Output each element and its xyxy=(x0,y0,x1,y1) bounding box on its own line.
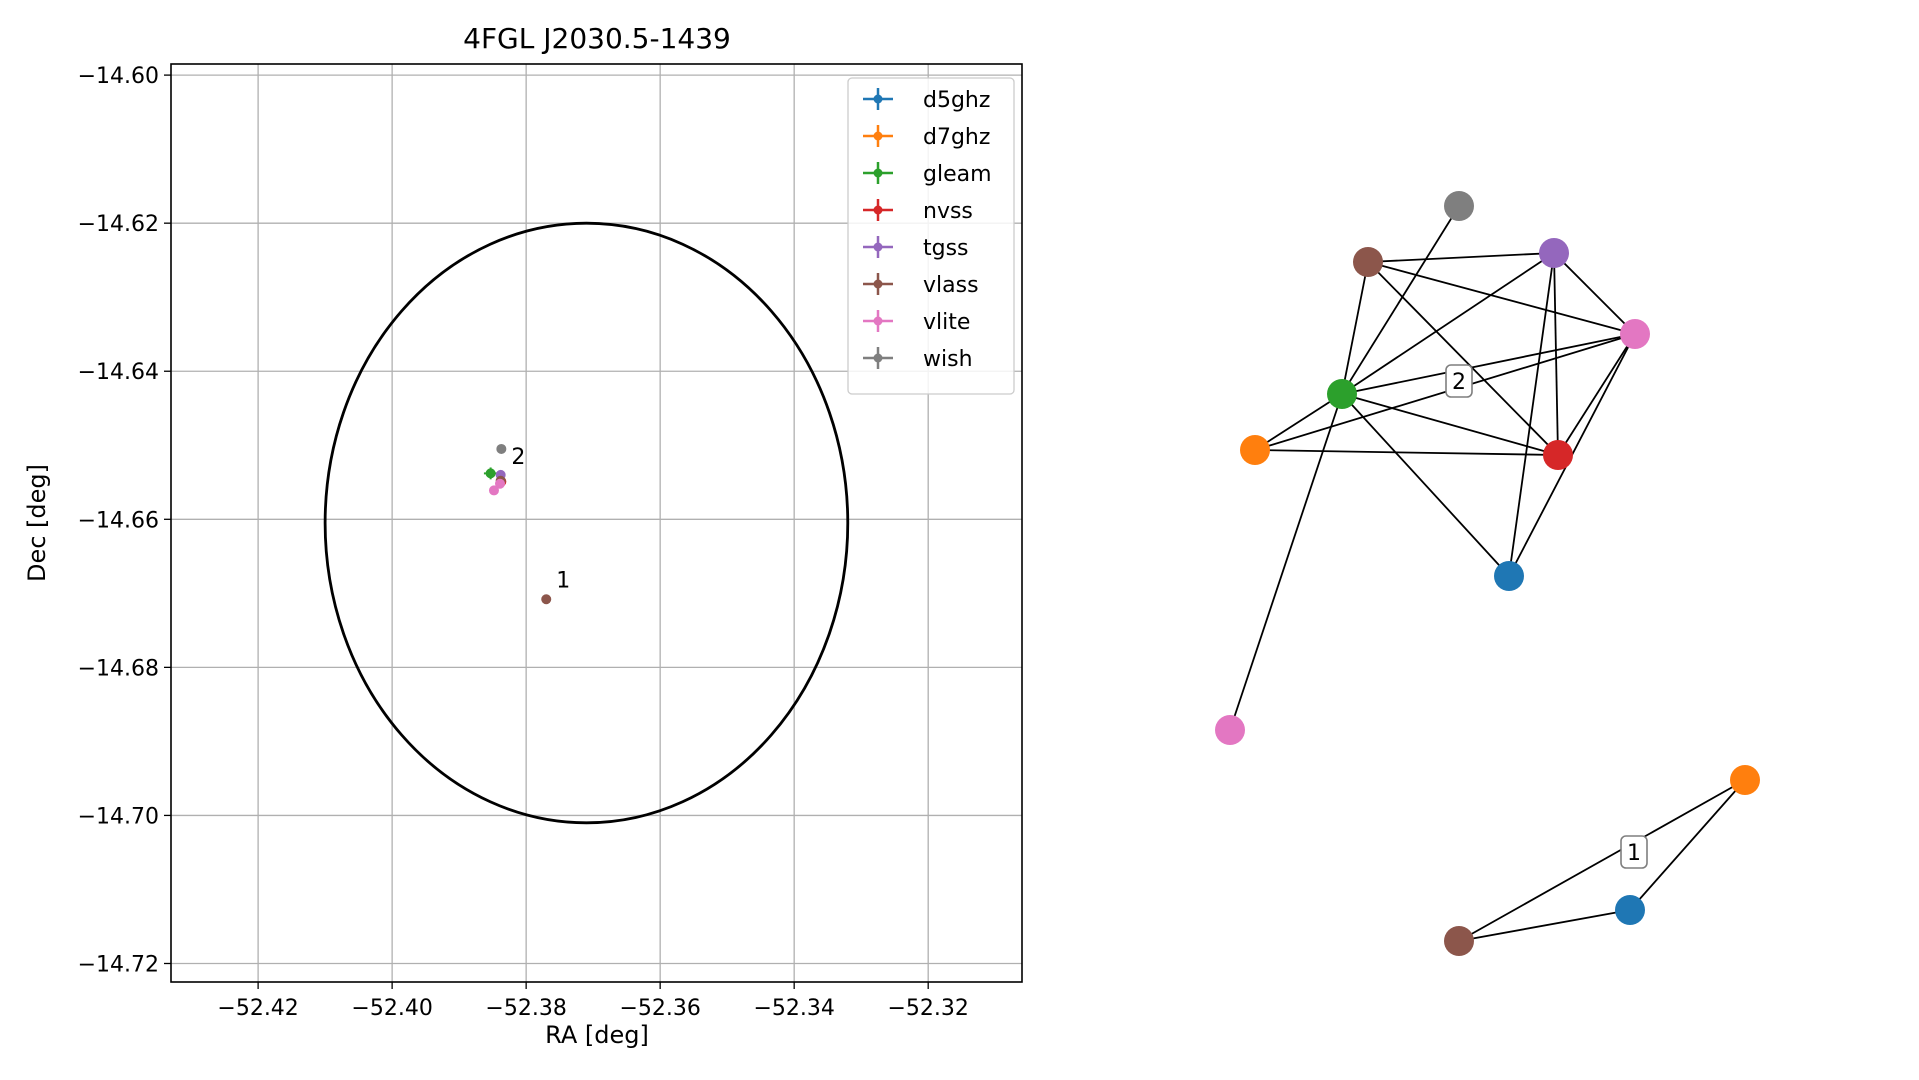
legend-entry-vlass: vlass xyxy=(923,273,979,298)
network-edge xyxy=(1254,333,1636,451)
network-node-wish xyxy=(1444,191,1474,221)
network-edge xyxy=(1553,252,1636,335)
y-tick-label: −14.66 xyxy=(78,508,159,533)
network-edge xyxy=(1341,261,1369,395)
y-tick-label: −14.72 xyxy=(78,952,159,977)
network-node-d7ghz xyxy=(1730,765,1760,795)
legend-marker xyxy=(873,168,883,178)
network-edge xyxy=(1367,252,1555,263)
network-edge xyxy=(1341,393,1559,456)
x-tick-label: −52.34 xyxy=(753,996,834,1021)
network-edge xyxy=(1341,252,1555,395)
network-edge xyxy=(1254,393,1343,451)
legend-entry-gleam: gleam xyxy=(923,162,992,187)
legend-marker xyxy=(873,279,883,289)
network-node-vlite_b xyxy=(1215,715,1245,745)
legend-entry-tgss: tgss xyxy=(923,236,969,261)
data-points xyxy=(483,443,552,605)
legend-marker xyxy=(873,94,883,104)
x-tick-label: −52.42 xyxy=(217,996,298,1021)
network-graph: 21 xyxy=(1215,191,1760,956)
y-tick-label: −14.68 xyxy=(78,656,159,681)
network-node-d7ghz xyxy=(1240,435,1270,465)
point-annotations: 21 xyxy=(511,445,570,594)
error-ellipse xyxy=(323,221,850,825)
network-edge xyxy=(1458,779,1746,942)
localization-ellipse xyxy=(323,221,850,825)
legend-marker xyxy=(873,131,883,141)
network-node-nvss xyxy=(1543,440,1573,470)
network-edge xyxy=(1229,393,1343,731)
network-edge xyxy=(1553,252,1559,456)
annotation-label: 2 xyxy=(511,445,525,470)
x-tick-label: −52.36 xyxy=(619,996,700,1021)
legend-frame xyxy=(847,77,1015,395)
legend-entry-d5ghz: d5ghz xyxy=(923,88,990,113)
wish-point xyxy=(496,443,507,454)
network-edge xyxy=(1367,261,1636,335)
legend-marker xyxy=(873,205,883,215)
network-node-vlass xyxy=(1353,247,1383,277)
x-tick-label: −52.40 xyxy=(351,996,432,1021)
cluster-label-box xyxy=(1620,835,1648,869)
network-node-d5ghz xyxy=(1494,561,1524,591)
network-edge xyxy=(1557,333,1636,456)
chart-title: 4FGL J2030.5-1439 xyxy=(463,22,731,55)
network-node-gleam xyxy=(1327,379,1357,409)
legend: d5ghz d7ghz gleam nvss tgss vlass vlite wish xyxy=(847,77,1015,395)
network-edge xyxy=(1629,779,1746,911)
y-tick-label: −14.60 xyxy=(78,64,159,89)
network-node-tgss xyxy=(1539,238,1569,268)
y-tick-label: −14.62 xyxy=(78,212,159,237)
plot-frame xyxy=(170,63,1023,983)
vlass-point xyxy=(541,594,552,605)
y-tick-label: −14.64 xyxy=(78,360,159,385)
y-axis-ticks: −14.60 −14.62 −14.64 −14.66 −14.68 −14.70 −14.… xyxy=(78,64,171,977)
gleam-point xyxy=(485,468,496,479)
vlite-point xyxy=(495,478,506,489)
legend-entry-d7ghz: d7ghz xyxy=(923,125,990,150)
x-axis-label: RA [deg] xyxy=(545,1021,649,1049)
legend-marker xyxy=(873,242,883,252)
y-tick-label: −14.70 xyxy=(78,804,159,829)
legend-entry-vlite: vlite xyxy=(923,310,970,335)
legend-entry-wish: wish xyxy=(923,347,973,372)
cluster-label-box xyxy=(1445,364,1473,398)
legend-entry-nvss: nvss xyxy=(923,199,973,224)
annotation-label: 1 xyxy=(556,568,570,593)
network-node-vlass xyxy=(1444,926,1474,956)
cluster-label: 1 xyxy=(1627,841,1641,866)
network-edge xyxy=(1458,909,1631,942)
vlite-point xyxy=(488,485,499,496)
network-edge xyxy=(1341,205,1460,395)
network-edge xyxy=(1367,261,1559,456)
network-edge xyxy=(1341,393,1510,577)
cluster-label: 2 xyxy=(1452,370,1466,395)
network-node-vlite xyxy=(1620,319,1650,349)
network-edge xyxy=(1341,333,1636,395)
x-tick-label: −52.38 xyxy=(485,996,566,1021)
legend-marker xyxy=(873,316,883,326)
x-axis-ticks: −52.42 −52.40 −52.38 −52.36 −52.34 −52.32 xyxy=(217,982,969,1021)
network-node-d5ghz xyxy=(1615,895,1645,925)
y-axis-label: Dec [deg] xyxy=(23,464,51,582)
legend-marker xyxy=(873,353,883,363)
network-edge xyxy=(1508,252,1555,577)
network-edge xyxy=(1254,449,1559,456)
x-tick-label: −52.32 xyxy=(887,996,968,1021)
